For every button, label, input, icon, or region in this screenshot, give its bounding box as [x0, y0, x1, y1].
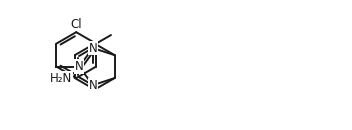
Text: H₂N: H₂N	[50, 72, 72, 85]
Text: Cl: Cl	[70, 18, 82, 31]
Text: N: N	[88, 79, 97, 92]
Text: N: N	[88, 41, 97, 54]
Text: N: N	[75, 60, 84, 73]
